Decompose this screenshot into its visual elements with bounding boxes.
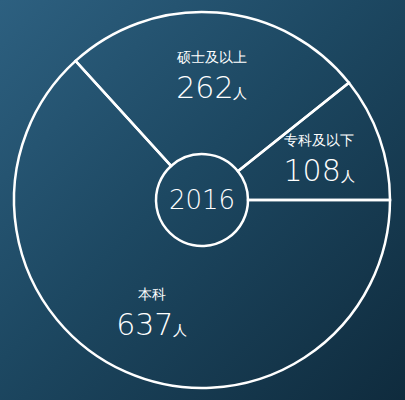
svg-text:108人: 108人 xyxy=(283,153,354,188)
html-text:2016: 2016 xyxy=(168,185,236,215)
svg-text:硕士及以上: 硕士及以上 xyxy=(176,49,247,65)
svg-text:262人: 262人 xyxy=(176,70,247,105)
svg-text:637人: 637人 xyxy=(116,307,187,342)
svg-text:专科及以下: 专科及以下 xyxy=(284,132,354,148)
svg-text:本科: 本科 xyxy=(138,286,166,302)
